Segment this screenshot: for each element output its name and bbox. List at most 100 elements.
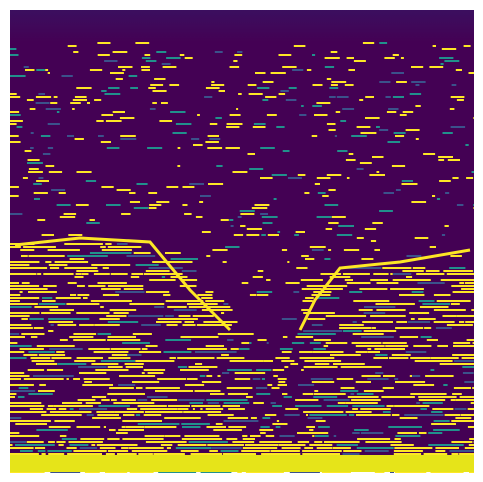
edge-streak	[442, 132, 453, 134]
edge-streak	[129, 303, 165, 305]
edge-streak	[359, 99, 364, 101]
edge-streak	[338, 225, 354, 227]
edge-streak	[270, 402, 276, 404]
edge-streak	[462, 366, 474, 368]
edge-streak	[126, 408, 138, 410]
edge-streak	[285, 282, 300, 284]
edge-streak	[416, 402, 420, 404]
edge-streak	[100, 360, 135, 362]
edge-streak	[337, 402, 345, 404]
edge-streak	[339, 327, 372, 329]
edge-streak	[388, 108, 399, 110]
edge-streak	[112, 111, 125, 113]
edge-streak	[177, 165, 181, 167]
edge-streak	[10, 261, 40, 263]
edge-streak	[27, 162, 43, 164]
edge-streak	[21, 333, 45, 335]
edge-streak	[20, 249, 35, 251]
edge-streak	[121, 399, 136, 401]
edge-streak	[37, 273, 42, 275]
edge-streak	[285, 408, 299, 410]
edge-streak	[214, 51, 223, 53]
edge-streak	[325, 228, 333, 230]
edge-streak	[138, 351, 162, 353]
edge-streak	[128, 447, 164, 449]
edge-streak	[107, 339, 141, 341]
edge-streak	[266, 342, 269, 344]
edge-streak	[94, 99, 102, 101]
edge-streak	[204, 96, 213, 98]
edge-streak	[254, 204, 270, 206]
edge-streak	[10, 315, 30, 317]
edge-streak	[376, 282, 399, 284]
edge-streak	[388, 426, 422, 428]
edge-streak	[86, 222, 100, 224]
edge-streak	[45, 108, 61, 110]
edge-streak	[239, 210, 255, 212]
edge-streak	[325, 315, 367, 317]
edge-streak	[56, 351, 65, 353]
edge-streak	[266, 114, 277, 116]
edge-streak	[317, 192, 326, 194]
edge-streak	[345, 411, 372, 413]
edge-streak	[260, 213, 268, 215]
edge-streak	[106, 147, 120, 149]
edge-streak	[390, 273, 393, 275]
edge-streak	[282, 150, 290, 152]
edge-streak	[246, 396, 253, 398]
edge-streak	[161, 63, 171, 65]
edge-streak	[228, 408, 245, 410]
edge-streak	[172, 132, 187, 134]
edge-streak	[409, 93, 422, 95]
edge-streak	[141, 372, 145, 374]
edge-streak	[464, 381, 474, 383]
edge-streak	[143, 369, 166, 371]
edge-streak	[456, 99, 464, 101]
edge-streak	[105, 453, 115, 455]
edge-streak	[238, 93, 242, 95]
edge-streak	[297, 432, 329, 434]
edge-streak	[10, 135, 19, 137]
edge-streak	[79, 324, 94, 326]
edge-streak	[387, 141, 401, 143]
edge-streak	[103, 426, 106, 428]
edge-streak	[299, 114, 307, 116]
edge-streak	[205, 345, 224, 347]
edge-streak	[23, 66, 29, 68]
edge-streak	[331, 216, 346, 218]
edge-streak	[136, 387, 143, 389]
edge-streak	[423, 153, 436, 155]
edge-streak	[10, 141, 21, 143]
edge-streak	[395, 135, 405, 137]
edge-streak	[313, 393, 346, 395]
edge-streak	[425, 375, 454, 377]
edge-streak	[459, 282, 464, 284]
edge-streak	[119, 375, 156, 377]
edge-streak	[324, 441, 360, 443]
edge-streak	[453, 360, 474, 362]
edge-streak	[250, 417, 257, 419]
edge-streak	[386, 405, 394, 407]
edge-streak	[432, 45, 436, 47]
edge-streak	[241, 342, 250, 344]
edge-streak	[393, 450, 423, 452]
edge-streak	[96, 444, 138, 446]
edge-streak	[195, 351, 237, 353]
edge-streak	[267, 234, 279, 236]
edge-streak	[314, 183, 320, 185]
edge-streak	[220, 219, 229, 221]
edge-streak	[100, 141, 111, 143]
edge-streak	[34, 447, 46, 449]
edge-streak	[278, 93, 286, 95]
edge-streak	[28, 255, 65, 257]
edge-streak	[295, 336, 314, 338]
edge-streak	[85, 180, 97, 182]
edge-streak	[36, 345, 75, 347]
edge-streak	[468, 72, 474, 74]
edge-streak	[106, 204, 121, 206]
edge-streak	[351, 342, 382, 344]
edge-streak	[29, 318, 44, 320]
edge-streak	[431, 411, 443, 413]
edge-streak	[211, 84, 225, 86]
edge-streak	[415, 84, 420, 86]
